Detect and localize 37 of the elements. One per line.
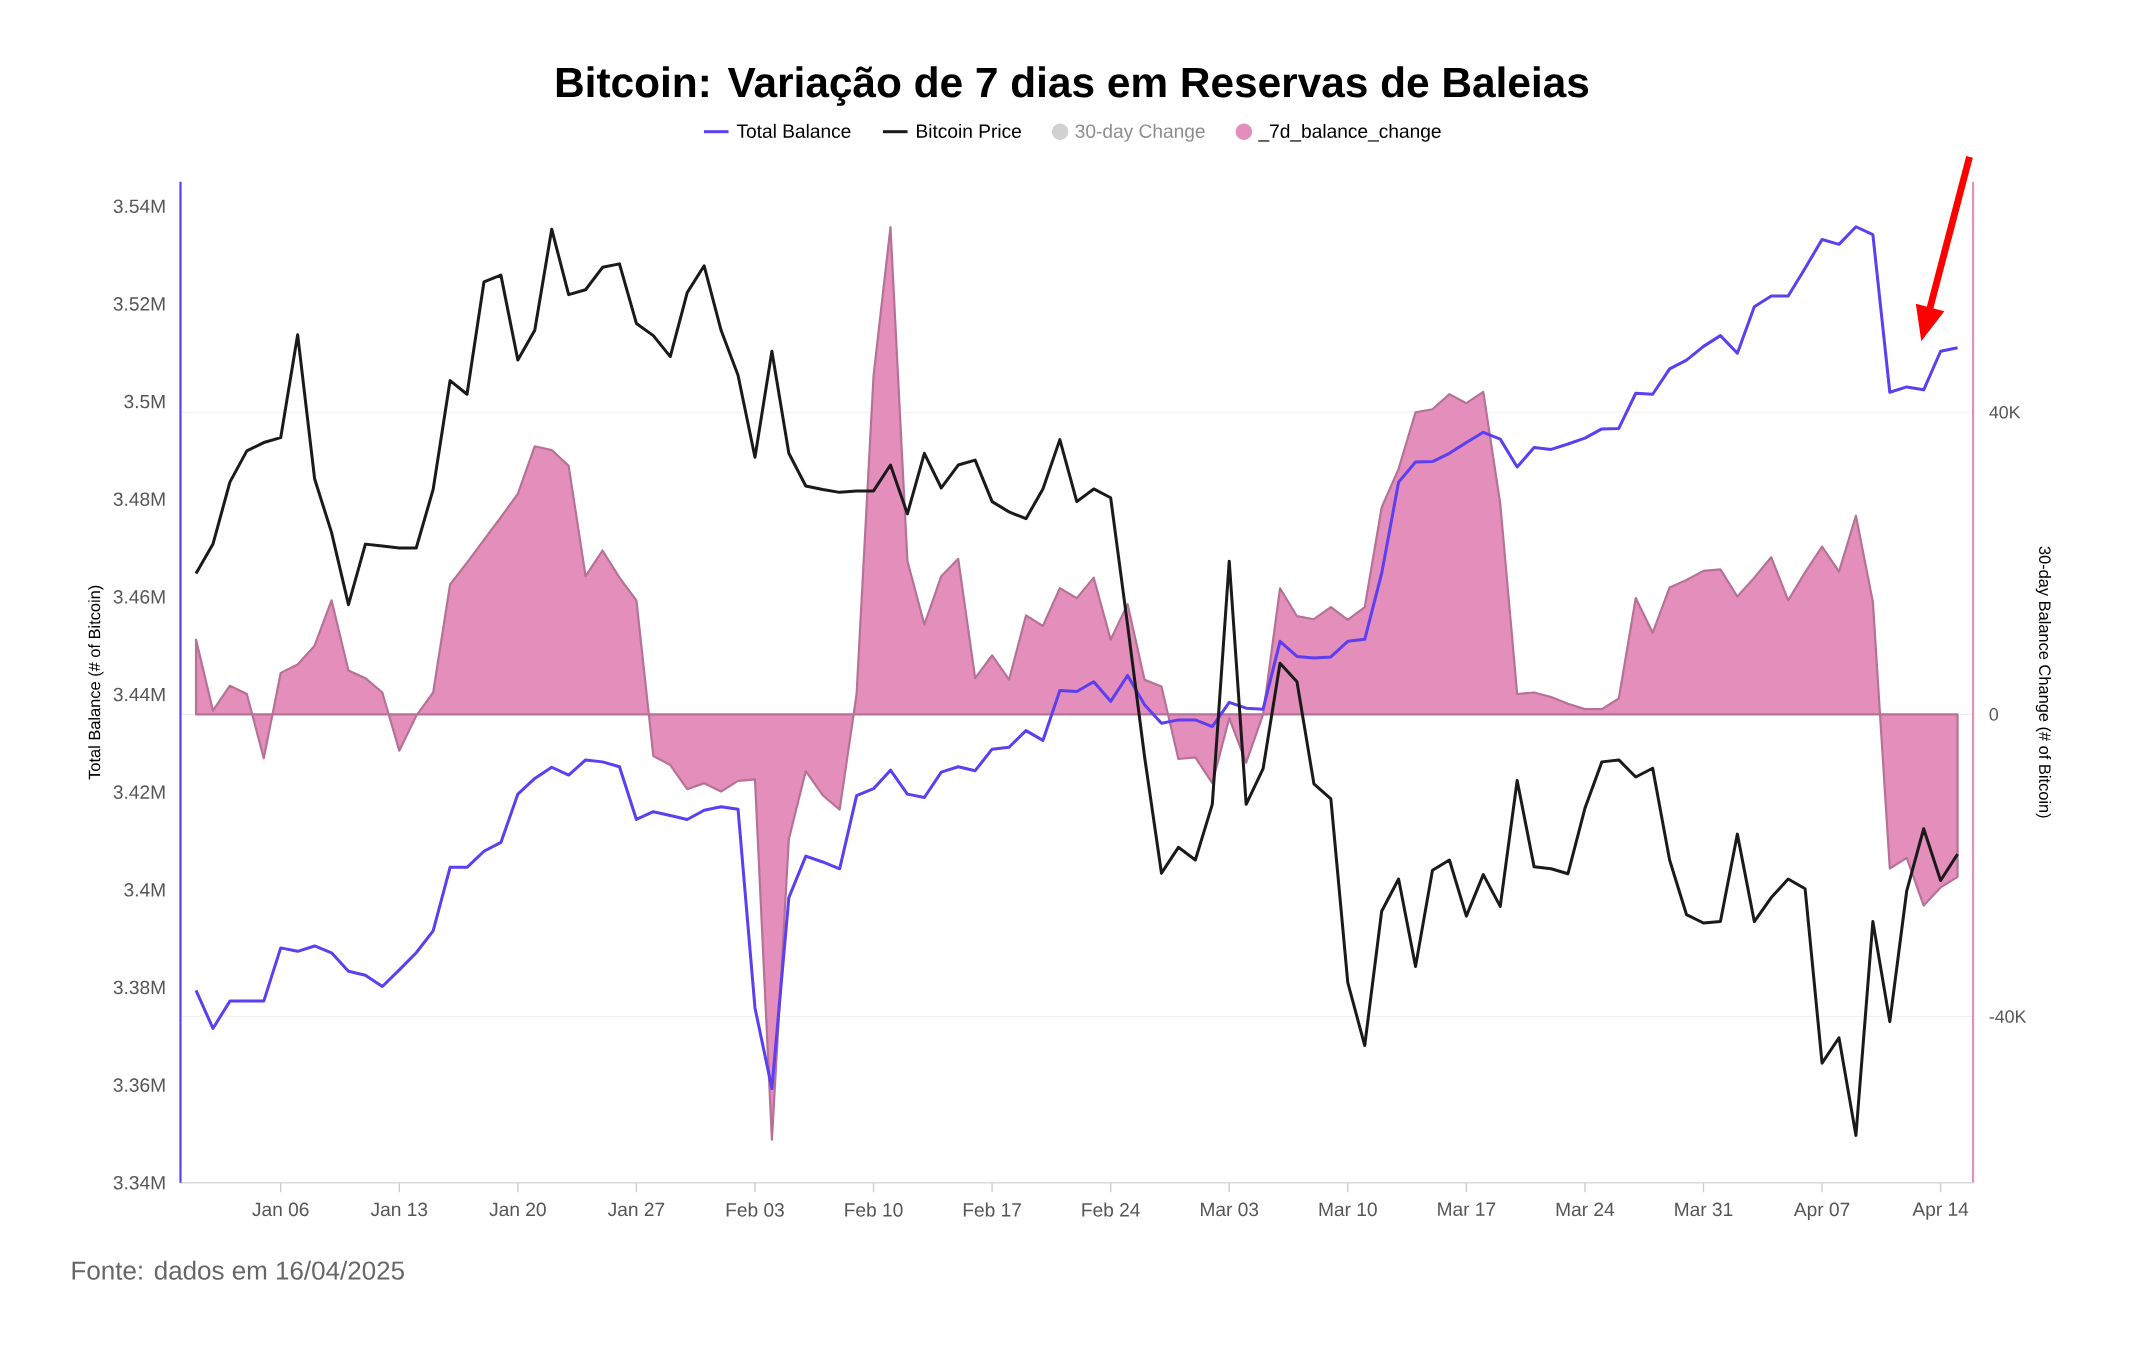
legend-label: Bitcoin Price xyxy=(917,124,1021,139)
x-tick-label: Jan 13 xyxy=(370,1202,428,1217)
x-tick-label: Mar 31 xyxy=(1675,1202,1733,1217)
y-tick-label: 3.5M xyxy=(124,394,165,409)
y-tick-label: 3.36M xyxy=(113,1078,165,1093)
y-tick-label: 3.42M xyxy=(113,785,165,800)
y-tick-label: 3.48M xyxy=(113,492,165,507)
y-tick-label: 3.4M xyxy=(124,883,165,897)
source-note: Fonte: dados em 16/04/2025 xyxy=(72,1260,404,1281)
x-tick-label: Mar 10 xyxy=(1319,1202,1377,1217)
x-tick-label: Mar 24 xyxy=(1556,1202,1615,1217)
x-tick-label: Jan 20 xyxy=(489,1202,546,1217)
y2-tick-label: -40K xyxy=(1989,1010,2027,1024)
y2-tick-label: 0 xyxy=(1989,708,1999,721)
y2-tick-label: 40K xyxy=(1989,406,2021,419)
x-tick-label: Mar 17 xyxy=(1438,1202,1496,1217)
x-tick-label: Feb 17 xyxy=(963,1202,1021,1217)
y-tick-label: 3.38M xyxy=(113,980,165,995)
legend-label: Total Balance xyxy=(736,124,851,139)
y-tick-label: 3.52M xyxy=(113,297,165,311)
y-tick-label: 3.46M xyxy=(113,590,165,604)
y-tick-label: 3.34M xyxy=(113,1176,165,1190)
x-tick-label: Feb 24 xyxy=(1082,1202,1140,1217)
text: 30-day Change xyxy=(1075,124,1205,142)
x-tick-label: Feb 10 xyxy=(845,1202,903,1217)
x-tick-label: Feb 03 xyxy=(726,1202,784,1217)
chart-title: Bitcoin: Variação de 7 dias em Reservas de Baleias xyxy=(556,66,1589,107)
x-tick-label: Mar 03 xyxy=(1201,1202,1259,1217)
y2-axis-title: 30-day Balance Change (# of Bitcoin) xyxy=(2035,546,2052,818)
y-tick-label: 3.54M xyxy=(113,199,165,214)
y-axis-title: Total Balance (# of Bitcoin) xyxy=(88,585,104,780)
x-tick-label: Apr 07 xyxy=(1793,1202,1850,1221)
x-tick-label: Jan 06 xyxy=(252,1202,309,1217)
x-tick-label: Apr 14 xyxy=(1912,1202,1969,1220)
y-tick-label: 3.44M xyxy=(113,687,165,702)
x-tick-label: Jan 27 xyxy=(607,1202,665,1217)
legend-label: _7d_balance_change xyxy=(1258,124,1441,142)
